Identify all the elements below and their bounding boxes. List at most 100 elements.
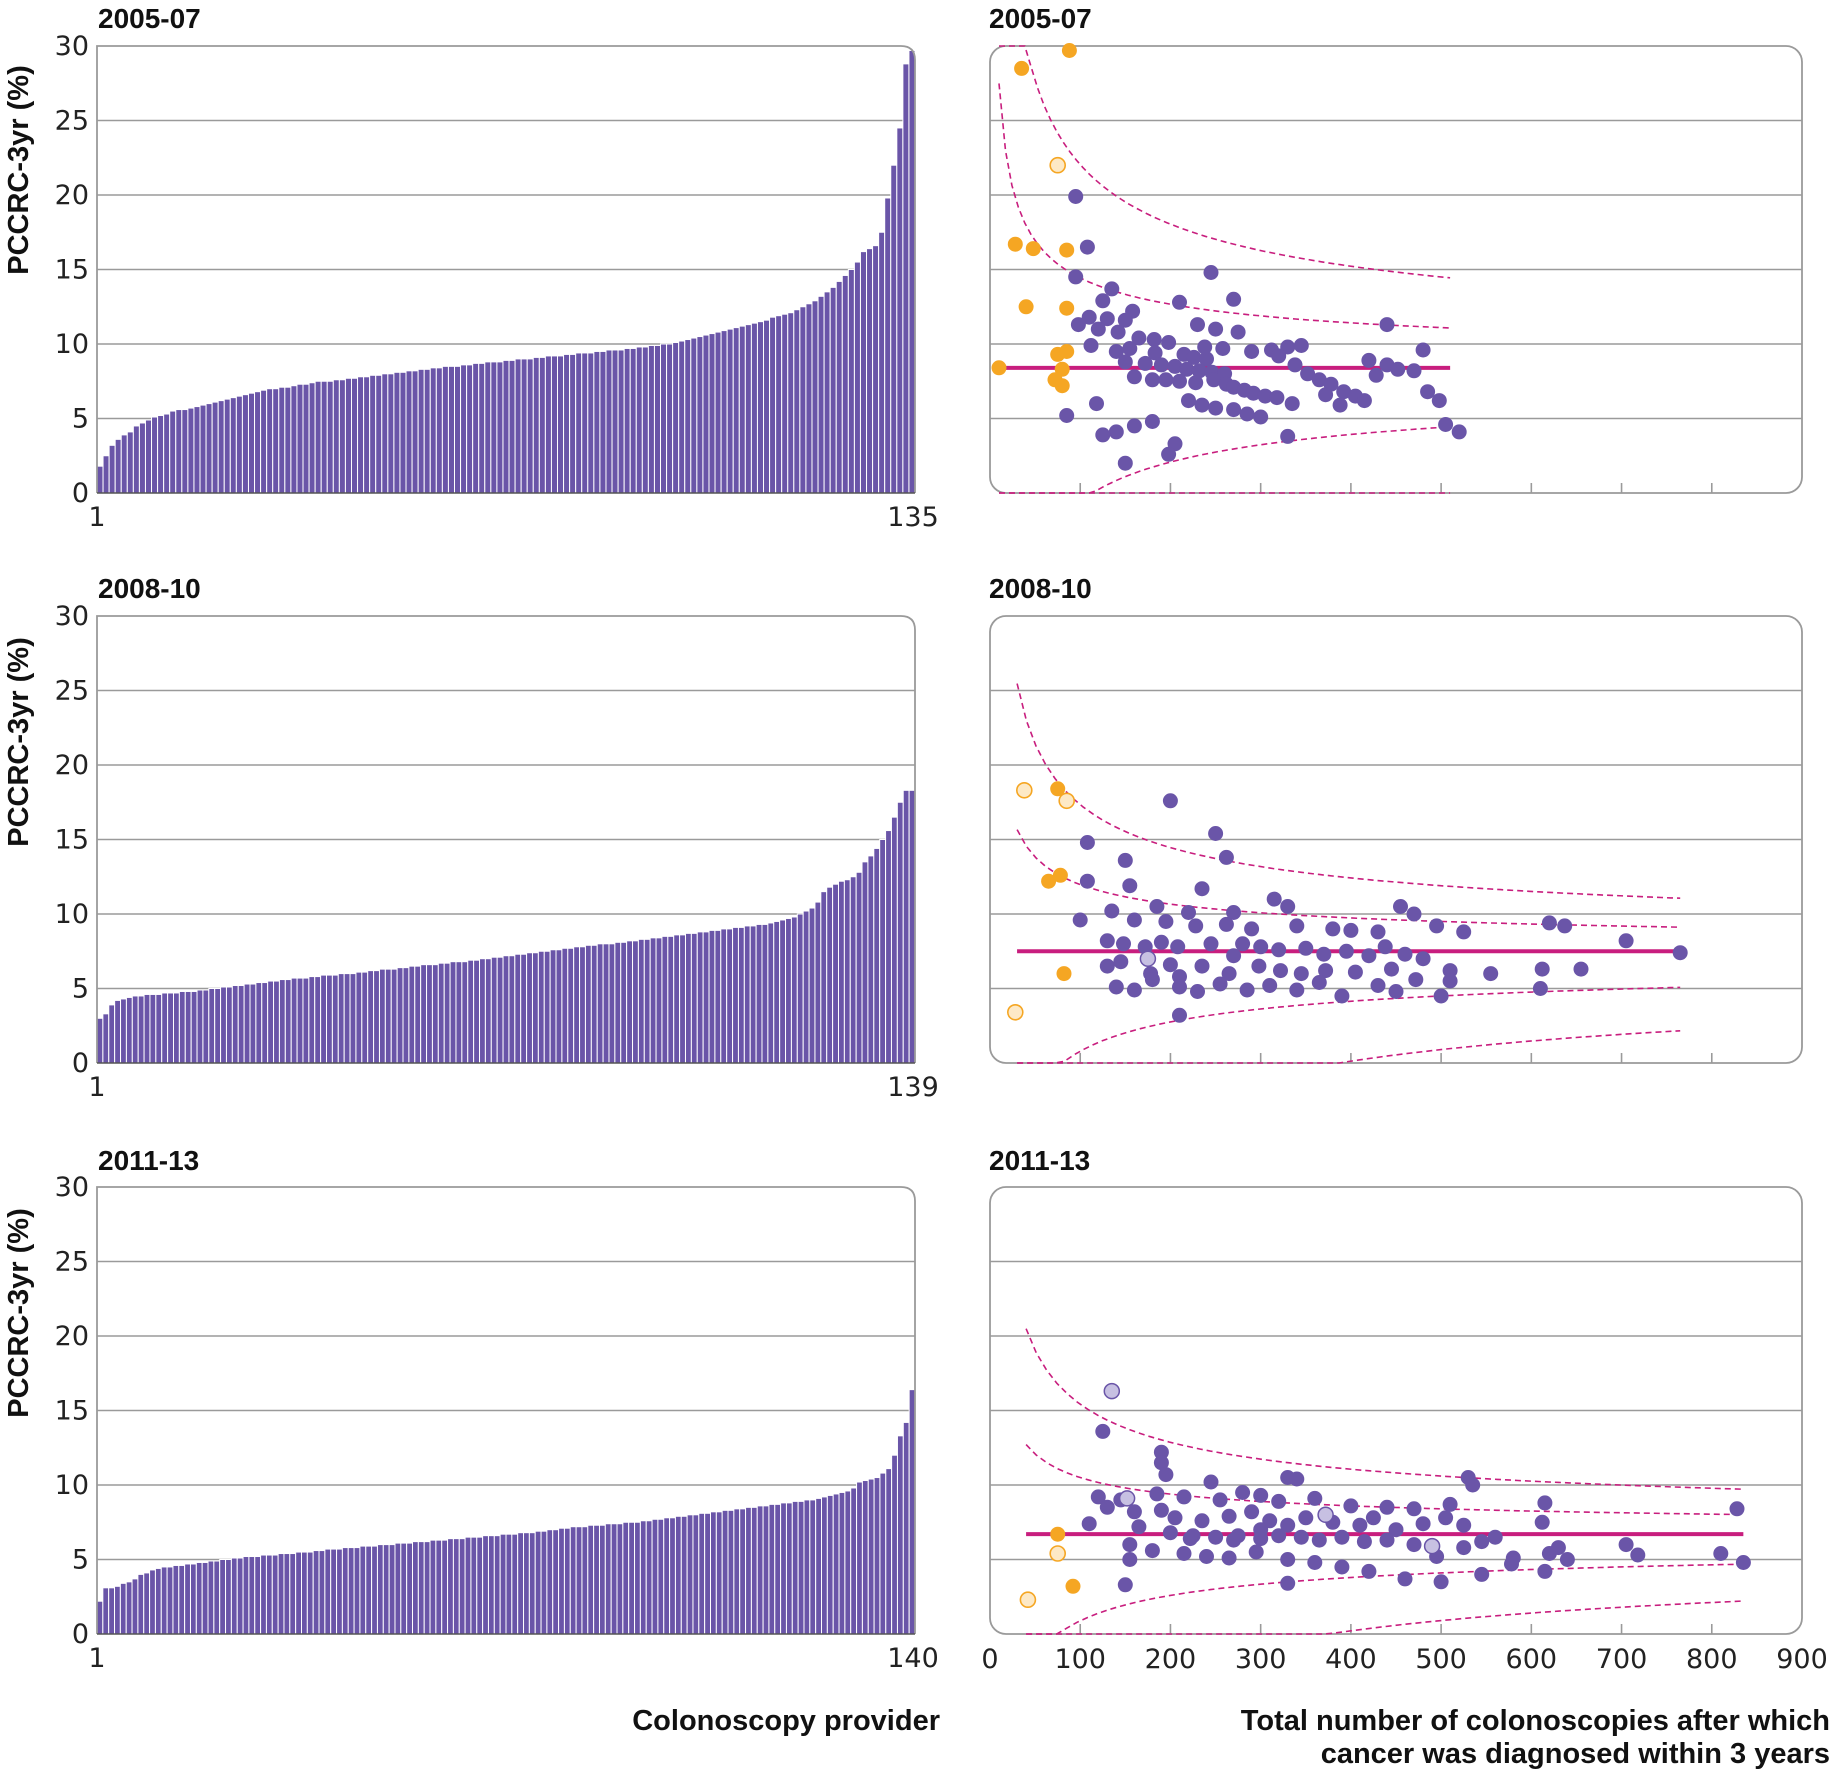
x-axis-label-right-line2: cancer was diagnosed within 3 years bbox=[1321, 1738, 1830, 1770]
bar bbox=[634, 1521, 641, 1635]
bar bbox=[260, 1554, 267, 1635]
bar bbox=[720, 928, 728, 1064]
bar bbox=[802, 910, 810, 1064]
provider-point bbox=[1318, 387, 1334, 403]
bar bbox=[189, 1563, 197, 1635]
provider-point bbox=[1176, 1489, 1192, 1505]
plot-frame bbox=[96, 45, 916, 493]
provider-point-highlighted bbox=[1118, 1490, 1136, 1507]
bar bbox=[649, 937, 657, 1064]
provider-point bbox=[1161, 446, 1177, 462]
provider-point bbox=[1104, 903, 1120, 919]
bar bbox=[247, 392, 256, 494]
bar bbox=[844, 1490, 852, 1635]
bar bbox=[102, 1013, 110, 1064]
bar bbox=[715, 1511, 723, 1635]
provider-point bbox=[1388, 1522, 1404, 1538]
bar bbox=[720, 330, 728, 494]
provider-point bbox=[1218, 849, 1234, 865]
bar bbox=[225, 1559, 232, 1635]
bar bbox=[811, 300, 819, 494]
plot-frame bbox=[989, 615, 1803, 1064]
provider-point bbox=[1079, 835, 1095, 850]
bar bbox=[744, 324, 752, 494]
bar bbox=[271, 1554, 279, 1635]
bar bbox=[667, 935, 675, 1064]
x-tick-label: 300 bbox=[1235, 1644, 1287, 1675]
bar bbox=[449, 961, 457, 1064]
bar bbox=[254, 1556, 262, 1635]
bar bbox=[473, 959, 481, 1064]
outlier-point bbox=[1018, 299, 1034, 315]
provider-point bbox=[1172, 294, 1187, 310]
provider-point bbox=[1206, 372, 1222, 388]
provider-point bbox=[1167, 358, 1183, 374]
x-tick-label: 0 bbox=[981, 1644, 998, 1675]
bar-chart-2005-07: 0 5 10 15 20 25 30 1 135 bbox=[55, 31, 939, 533]
y-tick-label: 25 bbox=[55, 1247, 89, 1278]
bar bbox=[161, 992, 169, 1064]
bar bbox=[775, 315, 783, 494]
provider-point bbox=[1541, 915, 1557, 931]
bar bbox=[341, 1547, 349, 1635]
provider-point bbox=[1456, 924, 1472, 940]
provider-point bbox=[1117, 852, 1133, 868]
bar bbox=[423, 1541, 431, 1635]
bar bbox=[861, 861, 869, 1064]
bar bbox=[793, 309, 801, 494]
provider-point bbox=[1208, 321, 1224, 337]
bar bbox=[593, 1524, 600, 1635]
provider-point bbox=[1172, 979, 1187, 995]
bar bbox=[797, 1500, 805, 1635]
provider-point bbox=[1099, 933, 1115, 949]
provider-point bbox=[1347, 964, 1363, 980]
provider-point bbox=[1271, 942, 1287, 958]
provider-point bbox=[1365, 1510, 1381, 1526]
outlier-point bbox=[1059, 344, 1075, 359]
bar bbox=[125, 996, 133, 1064]
provider-point bbox=[1079, 873, 1095, 889]
bar bbox=[429, 1539, 437, 1635]
row-2005-07: 2005-07 2005-07 0 5 10 15 20 25 30 1 135 bbox=[55, 3, 1803, 533]
provider-point bbox=[1287, 357, 1303, 373]
provider-point bbox=[1095, 1423, 1111, 1439]
bar bbox=[604, 1523, 612, 1635]
y-tick-label: 10 bbox=[55, 1470, 89, 1501]
bar bbox=[381, 373, 389, 494]
provider-point bbox=[1550, 1540, 1566, 1556]
outlier-point bbox=[1014, 60, 1030, 76]
bar bbox=[187, 407, 195, 494]
provider-point bbox=[1144, 372, 1160, 388]
bar bbox=[151, 416, 159, 494]
bar bbox=[267, 980, 275, 1064]
bar bbox=[647, 344, 655, 494]
bar bbox=[132, 425, 140, 494]
bar bbox=[343, 973, 351, 1064]
bar bbox=[855, 871, 863, 1064]
x-tick-label: 900 bbox=[1776, 1644, 1828, 1675]
provider-point bbox=[1273, 963, 1288, 979]
provider-point bbox=[1199, 351, 1214, 367]
provider-point bbox=[1104, 281, 1120, 297]
bar bbox=[832, 1493, 840, 1635]
bar bbox=[435, 367, 443, 494]
bar bbox=[371, 1545, 378, 1635]
provider-point bbox=[1456, 1517, 1472, 1533]
bar bbox=[849, 876, 857, 1064]
provider-point bbox=[1144, 1543, 1160, 1559]
provider-point bbox=[1729, 1501, 1745, 1517]
control-limit-line bbox=[1026, 1600, 1744, 1635]
outlier-point-open bbox=[1019, 1591, 1037, 1608]
bar bbox=[320, 380, 328, 494]
provider-point bbox=[1293, 338, 1309, 353]
bar bbox=[628, 1521, 636, 1635]
x-tick-label: 800 bbox=[1686, 1644, 1738, 1675]
provider-point bbox=[1406, 363, 1422, 379]
bar bbox=[231, 985, 239, 1064]
control-limit-line bbox=[1016, 683, 1681, 899]
provider-point bbox=[1208, 826, 1224, 841]
bar bbox=[815, 1497, 823, 1635]
y-tick-label: 25 bbox=[55, 676, 89, 707]
provider-point bbox=[1379, 1532, 1395, 1548]
